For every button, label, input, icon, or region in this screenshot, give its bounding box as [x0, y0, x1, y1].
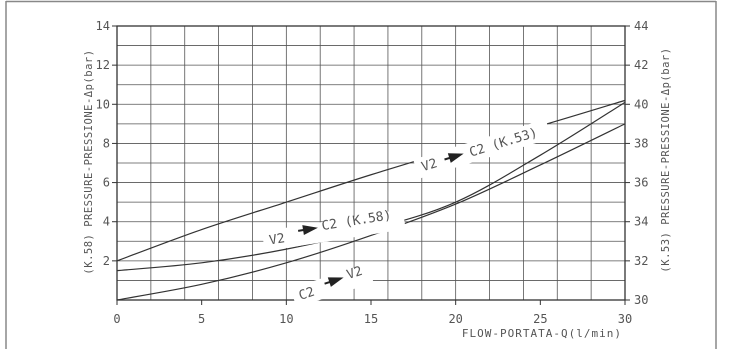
- annotation-from-label: C2: [297, 285, 317, 304]
- x-tick-label: 10: [279, 312, 293, 326]
- series-line-v2-to-c2-k58: [116, 101, 626, 272]
- x-tick-label: 30: [618, 312, 632, 326]
- y-left-tick-label: 12: [96, 58, 110, 72]
- series-line-c2-to-v2: [116, 123, 626, 301]
- x-tick-label: 15: [364, 312, 378, 326]
- y-left-tick-label: 2: [103, 254, 110, 268]
- y-left-axis-label: (K.58) PRESSURE-PRESSIONE-Δp(bar): [83, 49, 95, 274]
- x-tick-label: 5: [198, 312, 205, 326]
- annotation-arrow-icon: [302, 225, 318, 236]
- grid: [116, 25, 626, 301]
- y-left-tick-label: 6: [103, 176, 110, 190]
- y-right-tick-label: 40: [634, 97, 648, 111]
- y-left-tick-labels: 2 4 6 8 10 12 14: [96, 19, 117, 268]
- annotation-arrow-icon: [447, 153, 464, 163]
- y-right-tick-labels: 30 32 34 36 38 40 42 44: [625, 19, 648, 307]
- annotation-arrow-shaft: [324, 280, 332, 285]
- annotation-from-label: V2: [268, 231, 286, 248]
- annotation-arrow-shaft: [444, 156, 452, 161]
- y-right-tick-label: 36: [634, 176, 648, 190]
- annotation-to-label: V2: [345, 264, 365, 283]
- y-left-tick-label: 10: [96, 97, 110, 111]
- y-right-tick-label: 44: [634, 19, 648, 33]
- y-left-tick-label: 14: [96, 19, 110, 33]
- series-line-v2-to-c2-k53: [116, 99, 626, 262]
- annotation-arrow-icon: [327, 277, 344, 287]
- annotation-background: [261, 209, 406, 252]
- y-right-tick-label: 32: [634, 254, 648, 268]
- x-tick-labels: 0 5 10 15 20 25 30: [113, 300, 632, 326]
- y-left-tick-label: 4: [103, 215, 110, 229]
- y-right-tick-label: 34: [634, 215, 648, 229]
- x-tick-label: 25: [533, 312, 547, 326]
- annotation-arrow-shaft: [297, 228, 306, 232]
- annotation-c2-to-v2: C2 V2: [290, 263, 374, 308]
- y-right-tick-label: 42: [634, 58, 648, 72]
- y-right-tick-label: 38: [634, 136, 648, 150]
- y-left-tick-label: 8: [103, 136, 110, 150]
- x-tick-label: 20: [448, 312, 462, 326]
- y-right-tick-label: 30: [634, 293, 648, 307]
- annotation-to-label: C2 (K.53): [468, 126, 540, 161]
- annotation-from-label: V2: [420, 156, 439, 175]
- annotation-background: [413, 119, 552, 179]
- x-axis-label: FLOW-PORTATA-Q(l/min): [462, 327, 622, 340]
- y-right-axis-label: (K.53) PRESSURE-PRESSIONE-Δp(bar): [660, 47, 672, 272]
- x-tick-label: 0: [113, 312, 120, 326]
